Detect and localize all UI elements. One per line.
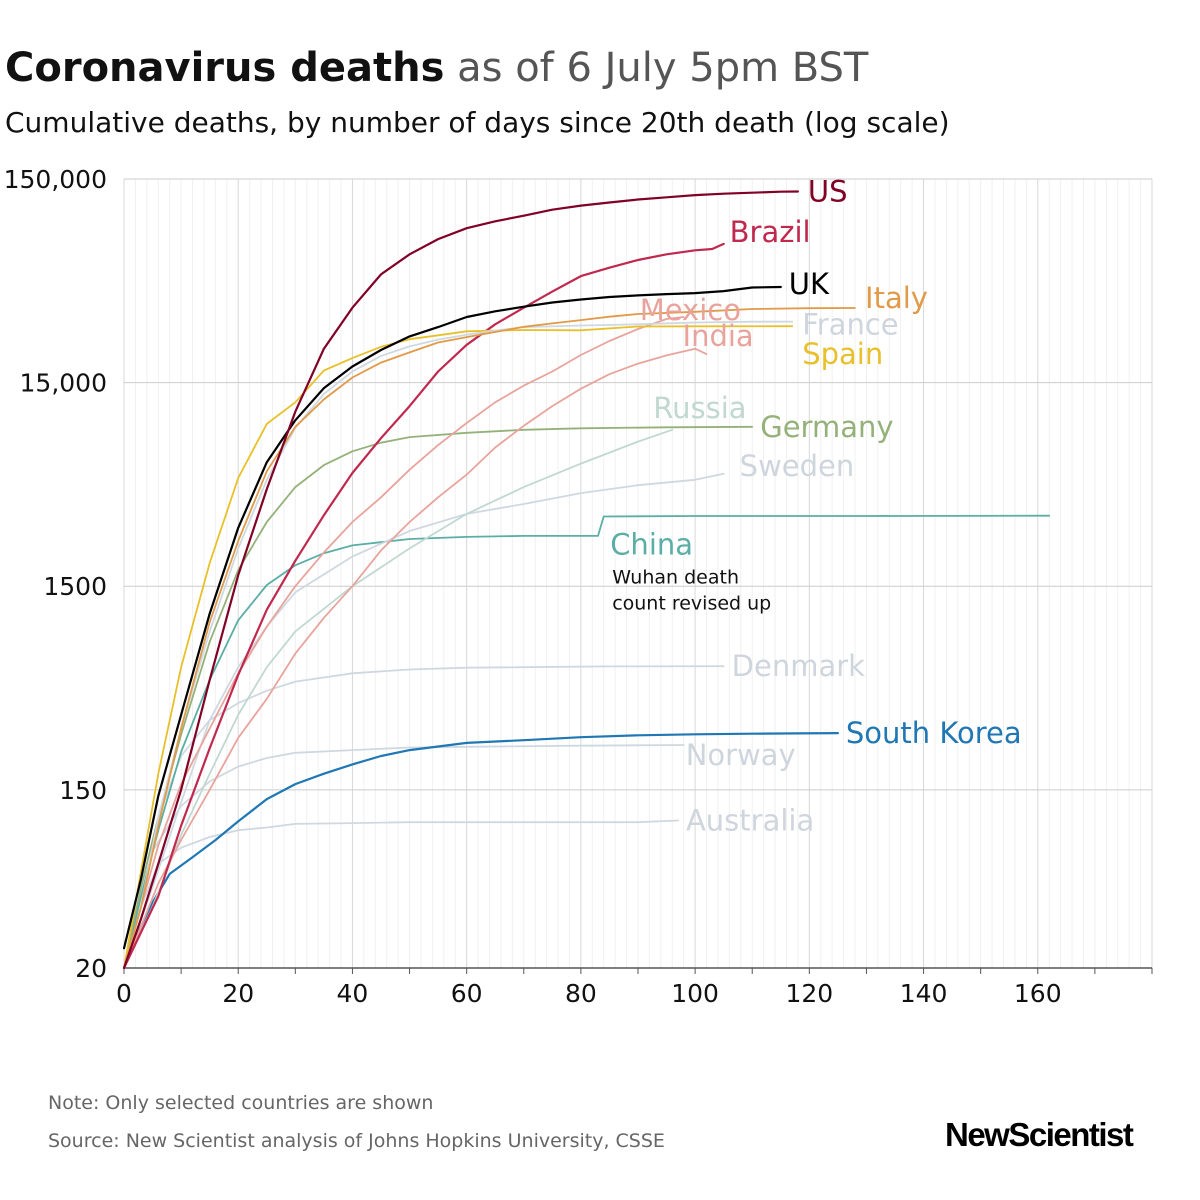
series-label-south-korea: South Korea [846,716,1022,750]
chart-subtitle: Cumulative deaths, by number of days sin… [5,106,950,139]
series-label-sweden: Sweden [740,449,855,483]
series-label-denmark: Denmark [732,649,865,683]
series-line-us [122,190,799,970]
series-label-france: France [802,308,898,342]
x-tick-label: 60 [451,979,483,1008]
series-label-italy: Italy [865,281,928,315]
source-line: Source: New Scientist analysis of Johns … [48,1130,665,1152]
axes: 20 150 1500 15,000 150,000 0 20 40 60 80 100 120 140… [4,165,1153,1008]
series-line-spain [123,325,794,969]
x-tick-label: 80 [565,979,597,1008]
y-tick-label: 150 [59,776,107,805]
series-label-norway: Norway [686,738,796,772]
china-annotation-line: Wuhan death [612,567,739,589]
y-tick-label: 150,000 [4,165,107,194]
x-tick-label: 100 [671,979,719,1008]
series-label-brazil: Brazil [730,215,811,249]
series-labels: US Brazil UK Italy Mexico France India Spain Rus… [610,174,1021,837]
line-chart: 20 150 1500 15,000 150,000 0 20 40 60 80 100 120 140… [4,165,1153,1008]
series-label-us: US [808,174,848,208]
y-tick-label: 20 [75,954,107,983]
series-line-india [123,347,708,969]
series-line-sweden [123,472,725,969]
series-line-australia [123,819,679,969]
series-line-brazil [122,242,725,970]
series-label-spain: Spain [802,337,883,371]
series-label-germany: Germany [760,410,893,444]
series-lines [122,190,1051,970]
title-date: as of 6 July 5pm BST [457,45,869,91]
y-tick-label: 1500 [43,572,107,601]
series-line-south-korea [122,732,839,970]
title-bold: Coronavirus deaths [5,45,445,91]
x-tick-label: 120 [785,979,833,1008]
series-line-germany [123,425,754,969]
series-label-mexico: Mexico [640,293,741,327]
footnote: Note: Only selected countries are shown [48,1092,434,1114]
x-tick-label: 20 [222,979,254,1008]
series-label-uk: UK [789,267,830,301]
new-scientist-logo: NewScientist [945,1116,1134,1153]
series-line-uk [122,285,782,950]
y-tick-label: 15,000 [20,369,107,398]
series-label-russia: Russia [653,391,746,425]
series-label-india: India [683,319,754,353]
x-tick-label: 0 [116,979,132,1008]
series-label-australia: Australia [686,804,814,838]
x-tick-label: 40 [337,979,369,1008]
series-label-china: China [610,528,693,562]
x-tick-label: 160 [1014,979,1062,1008]
series-line-italy [123,307,856,969]
series-line-china [123,514,1051,969]
series-line-russia [123,428,674,969]
china-annotation-line: count revised up [612,593,771,615]
x-tick-label: 140 [900,979,948,1008]
chart-title: Coronavirus deaths as of 6 July 5pm BST [5,42,868,94]
series-line-mexico [123,316,685,969]
